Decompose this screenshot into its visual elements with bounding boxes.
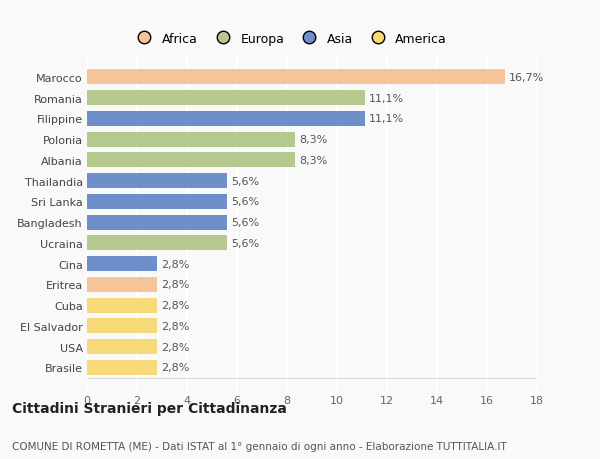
Text: 2,8%: 2,8% xyxy=(161,321,190,331)
Text: 5,6%: 5,6% xyxy=(232,218,260,228)
Bar xyxy=(87,277,157,292)
Text: 8,3%: 8,3% xyxy=(299,156,327,166)
Text: 16,7%: 16,7% xyxy=(509,73,544,83)
Bar xyxy=(87,215,227,230)
Text: 2,8%: 2,8% xyxy=(161,259,190,269)
Text: Cittadini Stranieri per Cittadinanza: Cittadini Stranieri per Cittadinanza xyxy=(12,402,287,415)
Bar xyxy=(87,257,157,271)
Text: 2,8%: 2,8% xyxy=(161,363,190,372)
Text: COMUNE DI ROMETTA (ME) - Dati ISTAT al 1° gennaio di ogni anno - Elaborazione TU: COMUNE DI ROMETTA (ME) - Dati ISTAT al 1… xyxy=(12,441,507,451)
Bar xyxy=(87,174,227,189)
Text: 5,6%: 5,6% xyxy=(232,197,260,207)
Text: 2,8%: 2,8% xyxy=(161,342,190,352)
Text: 11,1%: 11,1% xyxy=(369,94,404,103)
Text: 2,8%: 2,8% xyxy=(161,300,190,310)
Bar xyxy=(87,236,227,251)
Text: 11,1%: 11,1% xyxy=(369,114,404,124)
Legend: Africa, Europa, Asia, America: Africa, Europa, Asia, America xyxy=(132,33,447,45)
Text: 2,8%: 2,8% xyxy=(161,280,190,290)
Bar xyxy=(87,153,295,168)
Bar xyxy=(87,298,157,313)
Bar xyxy=(87,360,157,375)
Bar xyxy=(87,70,505,85)
Bar xyxy=(87,195,227,209)
Bar xyxy=(87,132,295,147)
Text: 8,3%: 8,3% xyxy=(299,135,327,145)
Text: 5,6%: 5,6% xyxy=(232,176,260,186)
Bar xyxy=(87,91,365,106)
Bar xyxy=(87,339,157,354)
Bar xyxy=(87,319,157,334)
Bar xyxy=(87,112,365,127)
Text: 5,6%: 5,6% xyxy=(232,238,260,248)
